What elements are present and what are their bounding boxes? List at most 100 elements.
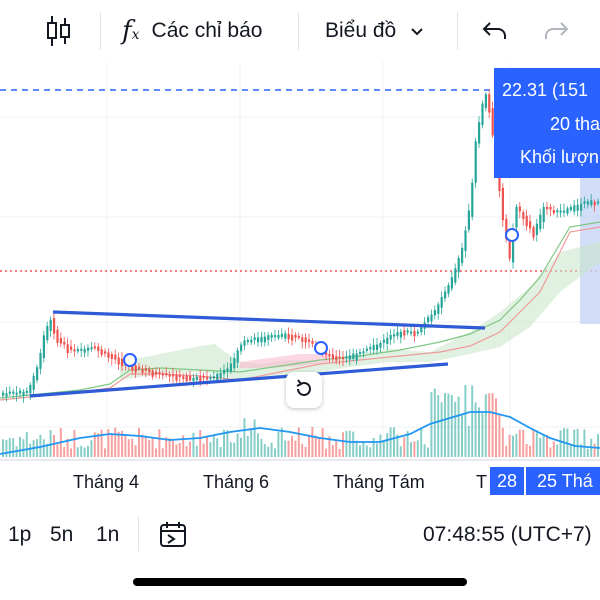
interval-5n[interactable]: 5n [50,523,74,546]
candle [93,346,96,349]
volume-bar [569,445,572,457]
volume-bar [535,430,538,457]
volume-bar [549,447,552,457]
volume-bar [413,441,416,457]
candle [291,334,294,341]
crosshair-date-tag: 25 Thá [526,467,600,495]
candle [440,297,443,308]
volume-bar [450,395,453,457]
candle [168,374,171,377]
tooltip-volume: Khối lượn [520,147,599,167]
chart-type-button[interactable]: Biểu đồ [325,0,424,62]
candle [444,291,447,299]
volume-bar [287,440,290,457]
undo-icon[interactable] [482,0,508,62]
reset-chart-button[interactable] [286,372,322,408]
volume-bar [127,439,130,457]
volume-bar [498,413,501,457]
candle [369,347,372,350]
volume-bar [175,444,178,457]
candle [15,392,18,395]
tooltip-date: 20 tha [550,114,600,134]
candle [304,337,307,343]
candle [76,349,79,352]
candle [389,334,392,340]
volume-bar [141,434,144,457]
volume-bar [335,440,338,457]
volume-bar [161,448,164,457]
interval-1p[interactable]: 1p [8,523,32,546]
volume-bar [542,434,545,457]
volume-bar [454,401,457,457]
volume-bar [522,429,525,457]
trendline-lower [29,362,449,398]
candle [416,331,419,334]
volume-bar [580,444,582,457]
volume-bar [223,429,225,457]
volume-bar [100,429,103,457]
candle [192,377,195,382]
candle [563,210,566,213]
volume-bar [420,428,423,457]
volume-bar [484,394,487,457]
volume-bar [552,441,555,457]
volume-bar [110,434,113,457]
volume-bar [338,448,341,457]
candle [539,214,542,230]
volume-bar [365,445,368,457]
volume-bar [260,438,263,457]
candle [464,230,467,251]
candlestick-icon[interactable] [46,0,72,62]
candle [311,341,314,344]
candle [148,369,151,373]
candle [178,375,181,378]
candle [236,350,239,363]
candle [512,228,515,263]
volume-bar [348,430,351,457]
clock-display[interactable]: 07:48:55 (UTC+7) [423,523,592,546]
volume-bar [29,443,32,457]
volume-bar [138,427,140,457]
candle [240,344,243,352]
volume-bar [331,445,334,457]
candle [151,370,154,377]
volume-bar [53,434,55,457]
volume-bar [104,448,106,457]
volume-bar [491,393,494,457]
rotate-icon [293,377,315,404]
goto-date-icon[interactable] [158,505,188,565]
volume-bar [66,438,69,457]
candle [134,365,137,373]
volume-bar [297,427,300,457]
volume-bar [427,447,429,457]
candle [393,334,396,337]
candle [182,376,185,379]
candle [216,374,219,381]
candle [284,333,287,339]
candle [399,331,402,338]
volume-bar [280,427,283,457]
indicators-button[interactable]: fx Các chỉ báo [122,0,262,62]
candle [481,103,484,126]
interval-1n[interactable]: 1n [96,523,120,546]
volume-bar [178,442,181,457]
redo-icon[interactable] [543,0,569,62]
volume-bar [311,427,314,457]
candle [209,377,212,380]
candle [308,339,311,342]
volume-bar [236,433,239,457]
candle [410,331,413,334]
volume-bar [291,436,293,457]
candle [2,392,5,396]
candle [42,335,45,359]
candle [355,353,358,361]
volume-bar [114,427,117,457]
volume-bar [369,447,372,457]
fx-icon: fx [122,16,140,46]
candle [87,347,90,351]
candle [376,344,379,351]
candle [471,182,474,217]
volume-bar [12,438,15,457]
volume-bar [151,438,154,457]
volume-bar [107,429,110,457]
